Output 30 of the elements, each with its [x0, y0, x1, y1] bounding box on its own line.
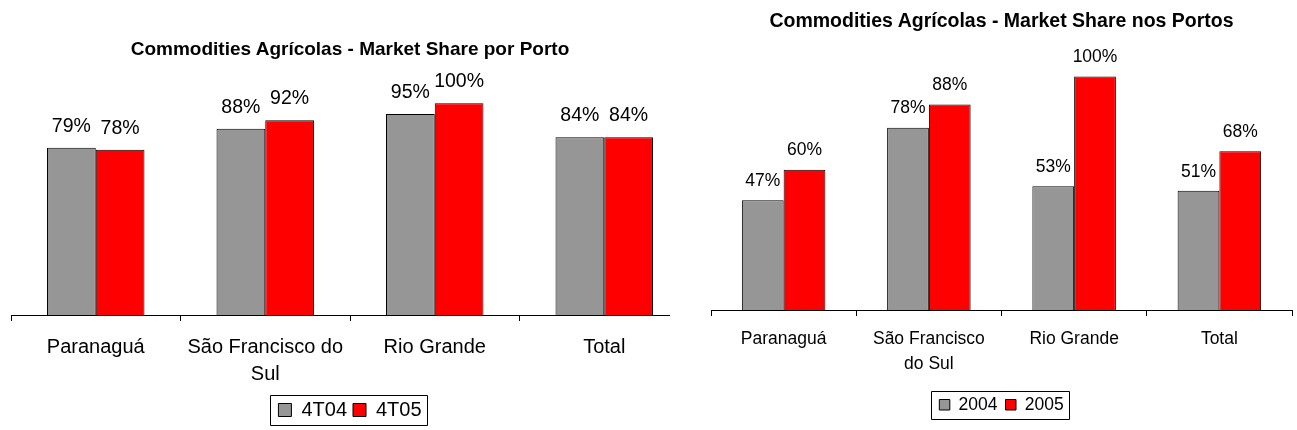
- legend-label: 4T05: [376, 397, 422, 420]
- legend-label: 2004: [958, 393, 998, 414]
- x-tick-label: Paranaguá: [46, 334, 146, 357]
- x-tick-label: São Francisco do Sul: [872, 327, 985, 373]
- x-tick-label: São Francisco do Sul: [187, 334, 344, 384]
- data-label: 100%: [1072, 46, 1118, 67]
- data-label: 84%: [560, 103, 600, 126]
- x-tick-label: Total: [1200, 327, 1238, 348]
- x-tick-label: Rio Grande: [383, 334, 486, 357]
- data-label: 84%: [609, 103, 649, 126]
- data-label: 60%: [786, 139, 823, 160]
- chart-title: Commodities Agrícolas - Market Share por Porto: [130, 38, 570, 60]
- x-tick-label: Total: [583, 334, 626, 357]
- data-label: 51%: [1180, 160, 1217, 181]
- data-label: 88%: [221, 94, 261, 117]
- x-tick-label: Paranaguá: [740, 327, 827, 348]
- x-tick-label: Rio Grande: [1029, 327, 1119, 348]
- data-label: 47%: [745, 169, 781, 190]
- data-label: 78%: [890, 97, 926, 118]
- data-label: 95%: [390, 79, 430, 102]
- data-label: 100%: [434, 69, 485, 92]
- data-label: 53%: [1035, 155, 1071, 176]
- chart-title: Commodities Agrícolas - Market Share nos Portos: [769, 9, 1234, 32]
- data-label: 78%: [100, 115, 140, 138]
- data-label: 92%: [270, 86, 310, 109]
- legend-label: 4T04: [301, 397, 348, 420]
- data-label: 79%: [51, 113, 91, 136]
- data-label: 68%: [1222, 120, 1258, 141]
- legend-label: 2005: [1024, 393, 1064, 414]
- data-label: 88%: [932, 74, 968, 95]
